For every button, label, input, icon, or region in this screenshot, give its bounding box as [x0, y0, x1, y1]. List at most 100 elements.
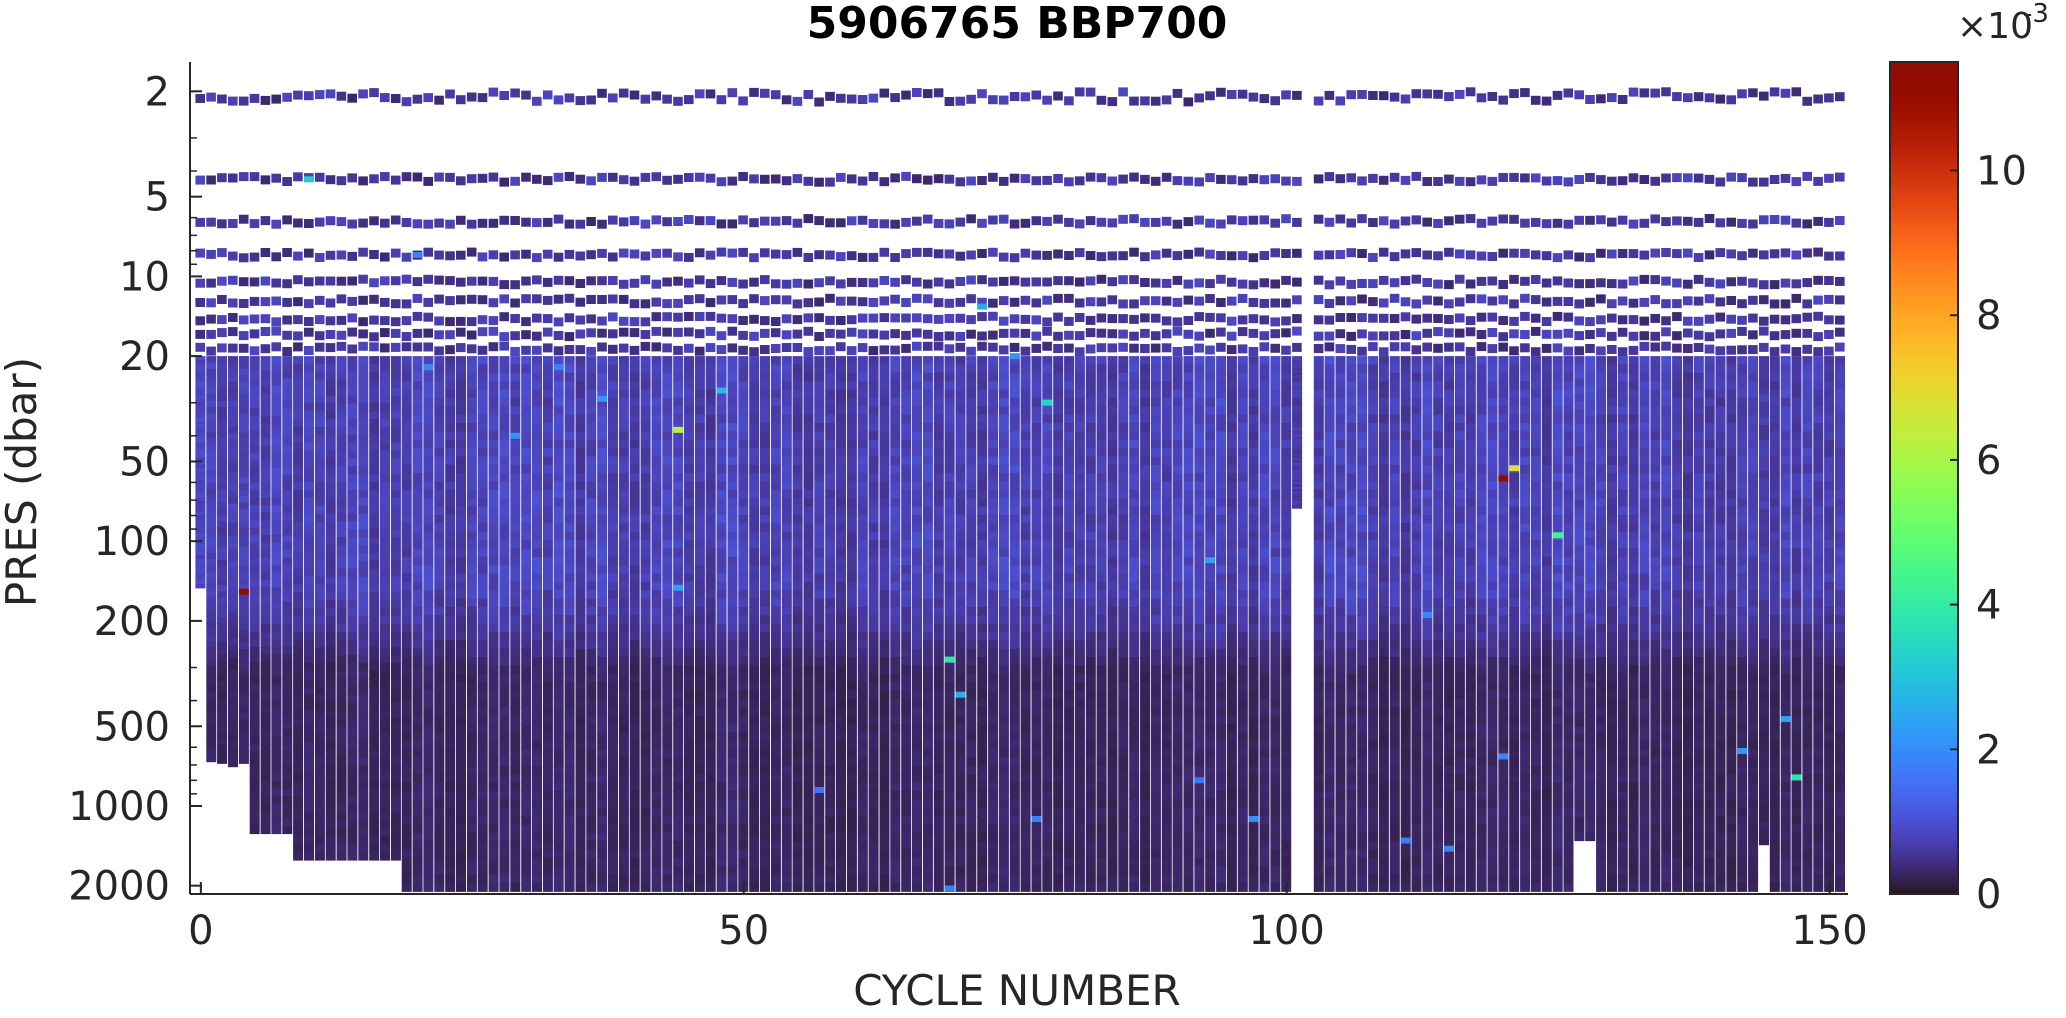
heatmap-cell: [499, 397, 510, 407]
heatmap-cell: [836, 690, 846, 700]
heatmap-cell: [836, 774, 846, 784]
heatmap-cell: [716, 615, 727, 625]
heatmap-cell: [575, 498, 586, 508]
heatmap-cell: [608, 548, 618, 558]
heatmap-cell: [380, 356, 390, 365]
heatmap-cell: [803, 556, 814, 566]
heatmap-cell: [694, 673, 705, 683]
heatmap-cell: [206, 666, 217, 674]
heatmap-cell: [228, 298, 238, 308]
heatmap-cell: [336, 836, 347, 845]
heatmap-cell: [401, 682, 412, 692]
heatmap-cell: [586, 328, 596, 338]
heatmap-cell: [228, 554, 238, 562]
heatmap-cell: [912, 277, 922, 287]
heatmap-cell: [249, 669, 260, 678]
heatmap-cell: [380, 545, 390, 554]
heatmap-cell: [434, 523, 445, 533]
heatmap-cell: [195, 519, 206, 524]
heatmap-cell: [228, 497, 238, 505]
heatmap-cell: [423, 632, 434, 642]
heatmap-cell: [651, 799, 662, 809]
heatmap-cell: [825, 364, 836, 374]
heatmap-cell: [510, 347, 520, 356]
heatmap-cell: [195, 356, 206, 361]
heatmap-cell: [901, 464, 912, 474]
heatmap-cell: [217, 731, 228, 739]
heatmap-cell: [857, 515, 868, 524]
heatmap-cell: [390, 552, 401, 562]
heatmap-cell: [347, 820, 358, 830]
heatmap-cell: [912, 740, 922, 750]
heatmap-cell: [781, 330, 792, 340]
heatmap-cell: [694, 531, 705, 541]
heatmap-cell: [260, 796, 271, 805]
heatmap-cell: [499, 431, 510, 441]
heatmap-cell: [640, 364, 651, 374]
heatmap-cell: [770, 824, 781, 834]
heatmap-cell: [727, 88, 738, 98]
heatmap-cell: [401, 565, 412, 575]
heatmap-cell: [901, 782, 912, 792]
heatmap-cell: [749, 799, 760, 809]
heatmap-cell: [629, 632, 640, 642]
heatmap-cell: [575, 423, 586, 432]
heatmap-cell: [901, 364, 912, 374]
heatmap-cell: [846, 648, 857, 658]
heatmap-cell: [662, 448, 673, 458]
heatmap-cell: [521, 90, 531, 100]
heatmap-cell: [597, 481, 608, 491]
heatmap-cell: [314, 505, 325, 515]
heatmap-cell: [933, 464, 944, 474]
heatmap-cell: [792, 174, 803, 184]
heatmap-cell: [814, 598, 825, 608]
heatmap-cell: [890, 623, 901, 633]
heatmap-cell: [510, 473, 521, 483]
heatmap-cell: [249, 371, 260, 380]
heatmap-cell: [901, 171, 911, 181]
heatmap-cell: [553, 515, 564, 524]
heatmap-cell: [423, 523, 434, 533]
heatmap-cell: [912, 473, 922, 483]
heatmap-cell: [879, 841, 890, 851]
heatmap-cell: [477, 531, 488, 541]
heatmap-cell: [380, 419, 390, 428]
heatmap-cell: [629, 690, 640, 700]
heatmap-cell: [477, 252, 488, 262]
heatmap-cell: [738, 565, 749, 575]
heatmap-cell: [466, 782, 477, 792]
heatmap-cell: [868, 673, 879, 683]
heatmap-cell: [716, 448, 727, 458]
heatmap-cell: [477, 218, 488, 228]
heatmap-cell: [836, 707, 846, 717]
heatmap-cell: [618, 556, 629, 566]
heatmap-cell: [890, 632, 901, 642]
heatmap-cell: [803, 176, 814, 186]
heatmap-cell: [466, 573, 477, 583]
heatmap-cell: [325, 844, 336, 853]
heatmap-cell: [304, 450, 314, 460]
heatmap-cell: [792, 515, 803, 524]
heatmap-cell: [749, 632, 760, 642]
heatmap-cell: [575, 456, 586, 466]
heatmap-cell: [868, 515, 879, 524]
heatmap-cell: [314, 655, 325, 664]
heatmap-cell: [358, 274, 368, 284]
heatmap-cell: [640, 765, 651, 775]
heatmap-cell: [629, 473, 640, 483]
heatmap-cell: [792, 607, 803, 616]
heatmap-cell: [575, 740, 586, 750]
heatmap-cell: [271, 445, 282, 454]
heatmap-cell: [803, 90, 814, 99]
heatmap-cell: [901, 623, 912, 633]
heatmap-cell: [933, 540, 944, 550]
heatmap-cell: [836, 356, 846, 366]
heatmap-cell: [705, 866, 716, 876]
heatmap-cell: [499, 866, 510, 876]
heatmap-cell: [912, 724, 922, 733]
heatmap-cell: [803, 824, 814, 834]
heatmap-cell: [694, 423, 705, 432]
heatmap-cell: [684, 523, 694, 533]
heatmap-cell: [608, 765, 618, 775]
heatmap-cell: [662, 607, 673, 616]
